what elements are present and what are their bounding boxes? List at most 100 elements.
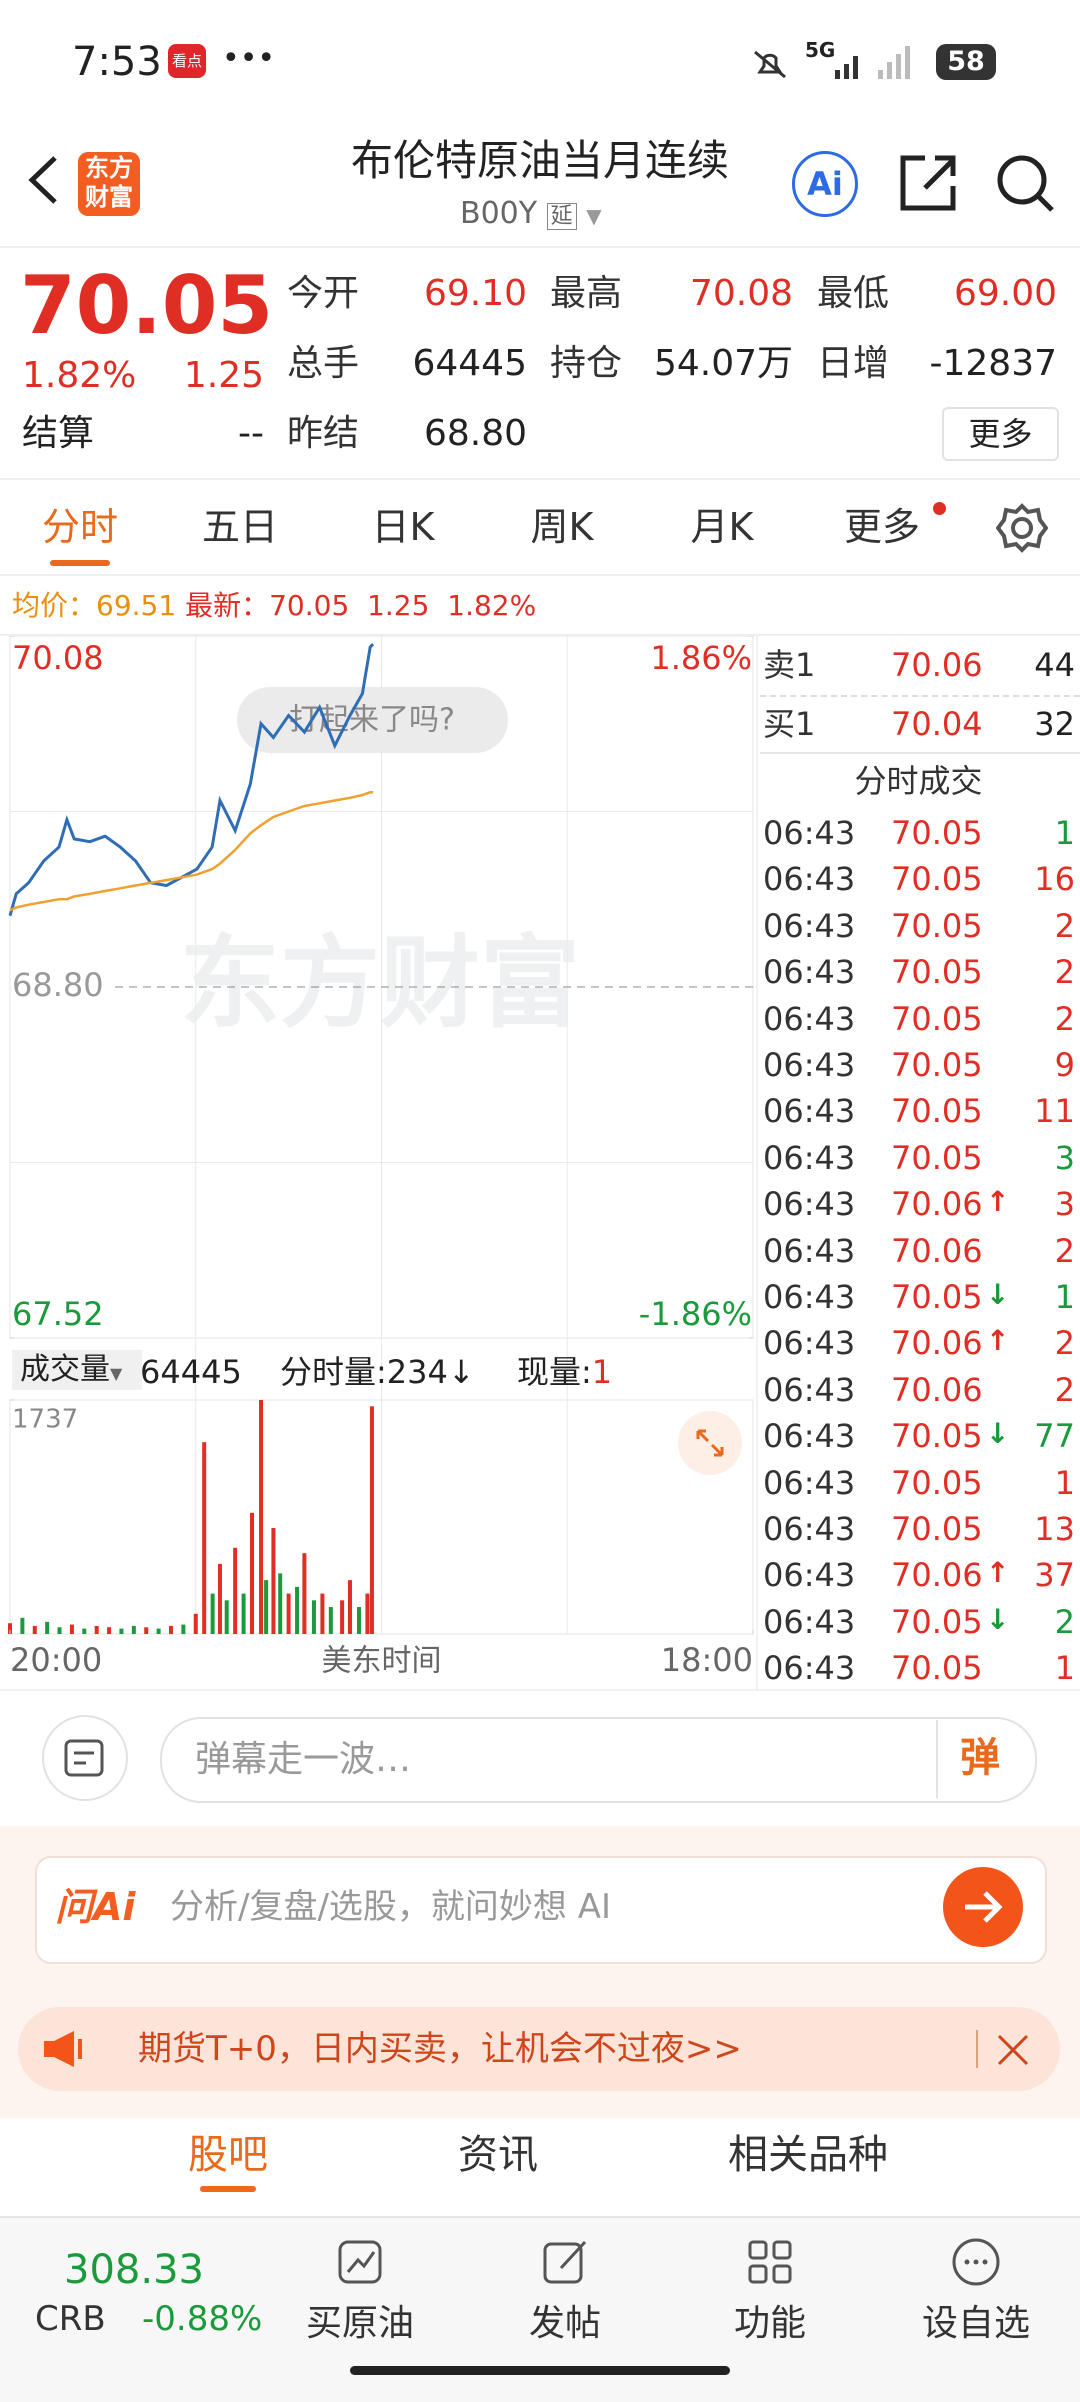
nav-icon[interactable]: [742, 2234, 798, 2290]
trade-time: 06:43: [763, 1324, 856, 1363]
ai-send[interactable]: [943, 1867, 1023, 1947]
volume-bar: [119, 1628, 124, 1634]
volume-bar: [340, 1600, 345, 1634]
search-button[interactable]: [992, 150, 1062, 216]
trades-title: 分时成交: [854, 762, 983, 800]
bottom-tab[interactable]: 股吧: [188, 2132, 268, 2178]
last-price: 70.05: [20, 259, 274, 352]
trade-volume: 2: [1054, 1370, 1075, 1409]
y2-tick-label: 1.86%: [650, 639, 752, 677]
code: B00Y 延 ▼: [460, 196, 602, 231]
trade-time: 06:43: [763, 1556, 856, 1595]
field-label: 今开: [287, 273, 360, 314]
delay-tag: 延: [546, 203, 577, 230]
megaphone-icon: [44, 2031, 82, 2067]
trade-arrow: ↑: [986, 1185, 1010, 1219]
avg: 69.51: [96, 589, 177, 622]
ai-input[interactable]: [35, 1856, 1047, 1964]
danmaku-toggle[interactable]: [42, 1715, 128, 1801]
price-line: [9, 791, 374, 912]
book-price: 70.04: [891, 705, 983, 743]
settings-button[interactable]: [996, 502, 1048, 554]
y-tick-label: 67.52: [12, 1295, 104, 1333]
trade-time: 06:43: [763, 1231, 856, 1270]
trade-price: 70.06: [891, 1324, 983, 1363]
trade-volume: 1: [1054, 1463, 1075, 1502]
index-value: 308.33: [64, 2247, 204, 2293]
trade-price: 70.06: [891, 1185, 983, 1224]
book-volume: 32: [1034, 705, 1075, 743]
nav-label[interactable]: 功能: [733, 2303, 806, 2344]
trade-volume: 1: [1054, 814, 1075, 852]
logo: 东方 财富: [78, 152, 140, 216]
trade-arrow: ↓: [986, 1602, 1010, 1636]
price-line: [8, 643, 375, 917]
now-label: 现量:: [517, 1353, 592, 1391]
avg-label: 均价：: [12, 589, 97, 622]
ai-button[interactable]: Ai: [792, 151, 858, 217]
change: 1.25: [183, 355, 264, 396]
danmaku-send[interactable]: 弹: [960, 1735, 1000, 1781]
volume-bar: [250, 1512, 255, 1634]
tab[interactable]: 周K: [530, 505, 594, 549]
tab[interactable]: 日K: [371, 505, 435, 549]
trade-price: 70.05: [891, 814, 983, 852]
nav-icon[interactable]: [948, 2234, 1004, 2290]
nav-label[interactable]: 买原油: [305, 2303, 414, 2344]
field-value: 64445: [412, 343, 527, 384]
trade-time: 06:43: [763, 999, 856, 1038]
field-label: 最高: [550, 273, 623, 314]
comment-input[interactable]: [160, 1717, 1037, 1803]
trade-time: 06:43: [763, 1046, 856, 1084]
bottom-tab[interactable]: 资讯: [458, 2132, 538, 2178]
nav-label[interactable]: 设自选: [921, 2303, 1030, 2344]
y-tick-label: 68.80: [12, 966, 104, 1004]
now-volume: 现量:1: [517, 1356, 612, 1388]
trade-price: 70.05: [891, 860, 983, 899]
tab[interactable]: 五日: [201, 505, 278, 549]
index-change: -0.88%: [142, 2299, 263, 2339]
banner-close[interactable]: [996, 2033, 1030, 2067]
more-button[interactable]: 更多: [942, 407, 1059, 461]
volume-selector[interactable]: 成交量▼: [12, 1350, 142, 1390]
volume-bar: [369, 1406, 374, 1634]
volume-bar: [241, 1593, 246, 1634]
trade-volume: 2: [1054, 906, 1075, 945]
trade-price: 70.05: [891, 906, 983, 945]
volume-bar: [45, 1621, 50, 1634]
trade-arrow: ↓: [986, 1417, 1010, 1451]
tab[interactable]: 月K: [690, 505, 754, 549]
trade-time: 06:43: [763, 860, 856, 899]
nav-icon[interactable]: [537, 2234, 593, 2290]
volume-bar: [156, 1628, 161, 1634]
volume-bar: [193, 1613, 198, 1634]
divider: [0, 574, 1080, 576]
trade-price: 70.05: [891, 1602, 983, 1641]
trade-volume: 2: [1054, 1324, 1075, 1363]
tab[interactable]: 分时: [41, 505, 118, 549]
trade-volume: 11: [1034, 1092, 1075, 1131]
volume-bar: [328, 1607, 333, 1634]
nav-icon[interactable]: [332, 2234, 388, 2290]
banner[interactable]: [18, 2007, 1060, 2091]
nav-label[interactable]: 发帖: [528, 2303, 601, 2344]
y-tick-label: 70.08: [12, 639, 104, 677]
y2-tick-label: -1.86%: [639, 1295, 752, 1333]
bottom-tab[interactable]: 相关品种: [728, 2132, 888, 2178]
field-label: 昨结: [287, 413, 360, 454]
volume-bar: [278, 1573, 283, 1634]
expand-button[interactable]: [678, 1411, 742, 1475]
trade-price: 70.05: [891, 1417, 983, 1456]
code-text: B00Y: [460, 196, 538, 231]
trade-price: 70.05: [891, 1510, 983, 1548]
battery: 58: [936, 44, 996, 80]
trade-time: 06:43: [763, 1138, 856, 1177]
field-label: 最低: [817, 273, 890, 314]
x-tick-label: 20:00: [10, 1641, 102, 1679]
trade-volume: 2: [1054, 1602, 1075, 1641]
tab[interactable]: 更多: [843, 505, 920, 549]
volume-bar: [295, 1586, 300, 1634]
back-button[interactable]: [20, 150, 70, 210]
danmaku-text: 打起来了吗?: [289, 703, 455, 738]
share-button[interactable]: [895, 150, 965, 216]
